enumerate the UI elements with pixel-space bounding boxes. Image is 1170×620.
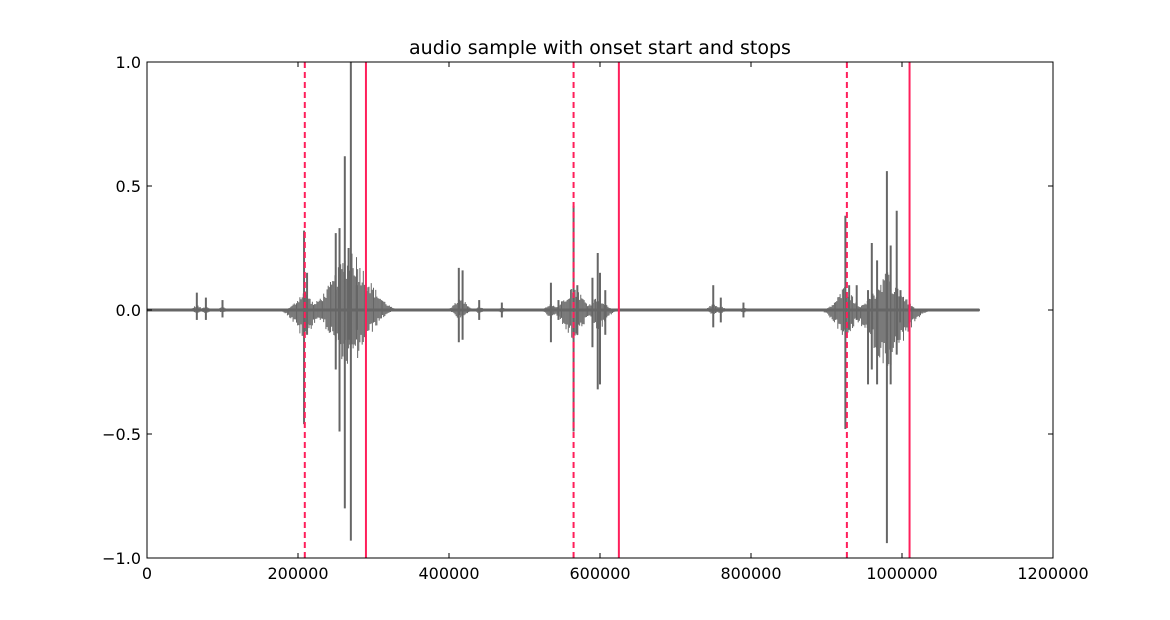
y-tick-label: −0.5 <box>102 425 141 444</box>
chart-title: audio sample with onset start and stops <box>409 37 791 59</box>
y-tick-label: 0.0 <box>116 301 141 320</box>
y-tick-label: 0.5 <box>116 177 141 196</box>
y-tick-label: −1.0 <box>102 549 141 568</box>
x-tick-label: 200000 <box>267 564 328 583</box>
y-tick-label: 1.0 <box>116 53 141 72</box>
x-tick-label: 600000 <box>569 564 630 583</box>
plot-area <box>147 62 980 558</box>
x-tick-label: 0 <box>142 564 152 583</box>
x-tick-label: 800000 <box>720 564 781 583</box>
x-tick-label: 1000000 <box>866 564 937 583</box>
x-tick-label: 400000 <box>418 564 479 583</box>
axes: 0 200000 400000 600000 800000 1000000 1200000 1… <box>102 53 1088 583</box>
x-tick-label: 1200000 <box>1017 564 1088 583</box>
